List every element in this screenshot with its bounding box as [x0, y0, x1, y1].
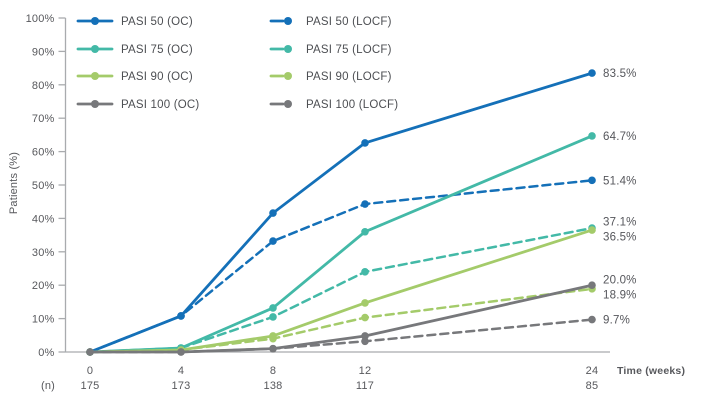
y-tick-label: 60%: [32, 147, 55, 159]
y-tick-label: 0%: [38, 347, 54, 359]
series-line-pasi-90-oc: [88, 228, 594, 354]
data-point-pasi-100-oc: [361, 332, 369, 340]
n-value: 175: [81, 380, 100, 392]
legend-marker-dot-pasi-75-oc: [91, 45, 99, 53]
legend-label-pasi-100-locf: PASI 100 (LOCF): [306, 99, 398, 111]
legend-marker-dot-pasi-75-locf: [284, 45, 292, 53]
n-value: 117: [356, 380, 374, 392]
end-label: 83.5%: [603, 68, 637, 80]
y-tick-label: 80%: [32, 80, 55, 92]
data-point-pasi-100-locf: [177, 348, 185, 356]
end-label: 9.7%: [603, 315, 630, 327]
legend-marker-dot-pasi-90-locf: [284, 72, 292, 80]
data-point-pasi-50-locf: [361, 200, 369, 208]
x-axis-title: Time (weeks): [617, 365, 685, 377]
series-line-pasi-50-locf: [88, 179, 594, 354]
series-line-pasi-75-locf: [88, 226, 594, 354]
data-point-pasi-75-locf: [361, 268, 369, 276]
y-axis-title: Patients (%): [8, 152, 20, 214]
x-tick-label: 0: [87, 365, 93, 377]
y-tick-label: 70%: [32, 113, 55, 125]
data-point-pasi-100-locf: [269, 344, 277, 353]
x-tick-label: 24: [586, 365, 599, 377]
data-point-pasi-50-locf: [269, 237, 277, 245]
n-value: 138: [264, 380, 283, 392]
data-point-pasi-50-oc: [269, 209, 277, 217]
data-point-pasi-75-oc: [588, 132, 596, 140]
legend-label-pasi-50-oc: PASI 50 (OC): [121, 16, 193, 28]
legend-label-pasi-50-locf: PASI 50 (LOCF): [306, 16, 392, 28]
x-tick-label: 8: [270, 365, 276, 377]
series-line-pasi-75-oc: [88, 134, 594, 354]
series-line-pasi-100-locf: [88, 318, 594, 354]
data-point-pasi-90-locf: [361, 313, 369, 322]
y-tick-label: 30%: [32, 247, 55, 259]
legend-label-pasi-75-locf: PASI 75 (LOCF): [306, 44, 392, 56]
data-point-pasi-50-locf: [177, 312, 185, 320]
x-tick-label: 12: [359, 365, 372, 377]
end-label: 36.5%: [603, 232, 637, 244]
end-label: 64.7%: [603, 131, 637, 143]
y-tick-label: 10%: [32, 314, 55, 326]
legend-marker-dot-pasi-50-locf: [284, 17, 292, 25]
data-point-pasi-100-oc: [588, 281, 596, 290]
legend-label-pasi-90-locf: PASI 90 (LOCF): [306, 71, 392, 83]
end-label: 18.9%: [603, 290, 637, 302]
end-label: 37.1%: [603, 217, 637, 229]
legend-label-pasi-75-oc: PASI 75 (OC): [121, 44, 193, 56]
data-point-pasi-75-locf: [269, 313, 277, 321]
data-point-pasi-100-locf: [86, 348, 94, 356]
data-point-pasi-50-locf: [588, 176, 596, 185]
y-tick-label: 90%: [32, 46, 55, 58]
legend-label-pasi-100-oc: PASI 100 (OC): [121, 99, 199, 111]
data-point-pasi-90-oc: [361, 299, 369, 307]
legend-marker-dot-pasi-50-oc: [91, 17, 99, 25]
y-tick-label: 20%: [32, 280, 55, 292]
legend-marker-dot-pasi-100-oc: [91, 100, 99, 108]
n-row-label: (n): [41, 380, 55, 392]
legend-marker-dot-pasi-90-oc: [91, 72, 99, 80]
legend-marker-dot-pasi-100-locf: [284, 100, 292, 108]
data-point-pasi-90-locf: [269, 334, 277, 343]
data-point-pasi-90-oc: [588, 226, 596, 234]
data-point-pasi-75-oc: [269, 304, 277, 312]
end-label: 20.0%: [603, 275, 637, 287]
data-point-pasi-50-oc: [588, 69, 596, 77]
y-tick-label: 100%: [26, 13, 55, 25]
end-label: 51.4%: [603, 175, 637, 187]
data-point-pasi-75-oc: [361, 227, 369, 236]
n-value: 173: [172, 380, 191, 392]
n-value: 85: [586, 380, 599, 392]
data-point-pasi-50-oc: [361, 139, 369, 147]
y-tick-label: 50%: [32, 180, 55, 192]
data-point-pasi-100-locf: [361, 337, 369, 346]
x-tick-label: 4: [178, 365, 184, 377]
data-point-pasi-100-locf: [588, 315, 596, 324]
y-tick-label: 40%: [32, 213, 55, 225]
legend-label-pasi-90-oc: PASI 90 (OC): [121, 71, 193, 83]
